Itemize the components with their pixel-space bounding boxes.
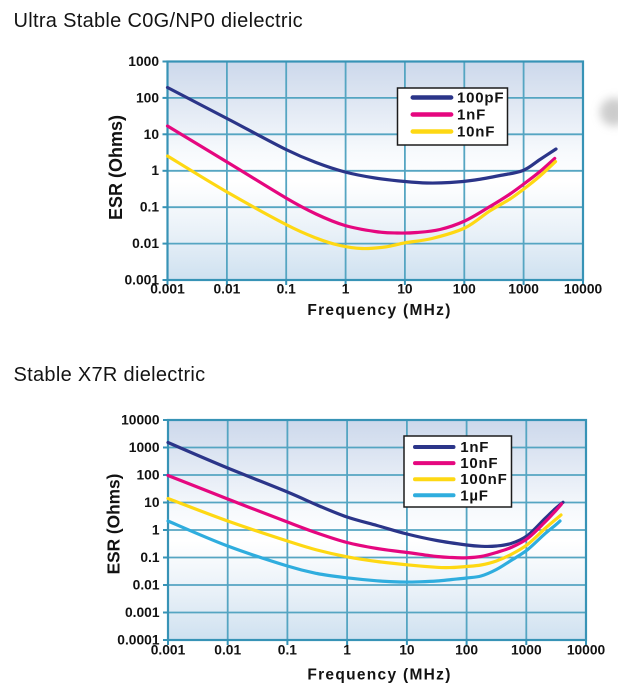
svg-text:0.1: 0.1: [277, 282, 297, 297]
svg-text:1000: 1000: [129, 440, 160, 455]
svg-text:0.001: 0.001: [125, 605, 160, 620]
svg-text:0.0001: 0.0001: [117, 633, 160, 648]
svg-text:1: 1: [152, 523, 160, 538]
svg-text:100pF: 100pF: [457, 90, 504, 107]
svg-text:0.1: 0.1: [140, 200, 160, 215]
svg-text:0.1: 0.1: [278, 643, 298, 658]
svg-text:0.01: 0.01: [133, 578, 160, 593]
svg-text:0.01: 0.01: [214, 643, 241, 658]
svg-text:1000: 1000: [511, 643, 542, 658]
svg-text:100: 100: [453, 282, 476, 297]
svg-text:10: 10: [397, 282, 413, 297]
svg-text:100: 100: [136, 468, 159, 483]
svg-text:0.001: 0.001: [151, 643, 186, 658]
svg-text:1: 1: [343, 643, 351, 658]
svg-text:1000: 1000: [508, 282, 539, 297]
svg-text:Frequency (MHz): Frequency (MHz): [307, 302, 451, 319]
svg-text:10nF: 10nF: [460, 455, 498, 472]
svg-text:10000: 10000: [564, 282, 603, 297]
svg-text:100: 100: [455, 643, 478, 658]
svg-text:0.1: 0.1: [140, 550, 160, 565]
svg-text:Frequency (MHz): Frequency (MHz): [307, 667, 451, 684]
svg-text:1nF: 1nF: [457, 107, 486, 124]
svg-text:0.001: 0.001: [150, 282, 185, 297]
svg-text:ESR (Ohms): ESR (Ohms): [106, 115, 126, 220]
svg-text:10000: 10000: [121, 413, 160, 428]
svg-text:1000: 1000: [128, 54, 159, 69]
svg-text:1µF: 1µF: [460, 487, 489, 504]
svg-text:10: 10: [144, 495, 160, 510]
svg-text:1nF: 1nF: [460, 439, 489, 456]
svg-text:1: 1: [151, 163, 159, 178]
svg-text:1: 1: [342, 282, 350, 297]
svg-text:10: 10: [399, 643, 415, 658]
svg-text:0.01: 0.01: [132, 236, 159, 251]
svg-text:100: 100: [136, 90, 159, 105]
svg-text:0.001: 0.001: [124, 273, 159, 288]
svg-text:10: 10: [144, 127, 160, 142]
svg-text:ESR (Ohms): ESR (Ohms): [104, 474, 124, 575]
svg-text:10nF: 10nF: [457, 124, 495, 141]
svg-text:100nF: 100nF: [460, 471, 507, 488]
svg-text:10000: 10000: [567, 643, 606, 658]
svg-text:0.01: 0.01: [213, 282, 240, 297]
